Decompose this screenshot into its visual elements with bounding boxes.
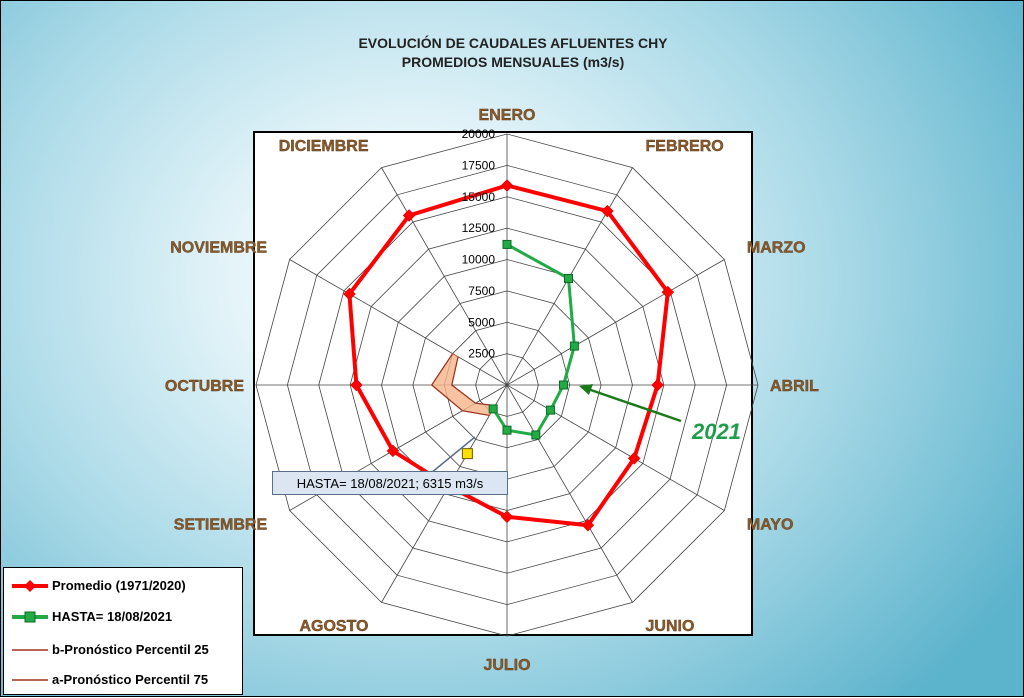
data-point-hasta	[488, 404, 498, 414]
data-point-promedio	[350, 378, 363, 392]
month-label: FEBRERO	[646, 138, 724, 155]
tick-label: 2500	[468, 347, 495, 361]
legend-swatch-promedio	[12, 580, 48, 592]
tick-label: 10000	[462, 253, 496, 267]
legend-label: Promedio (1971/2020)	[52, 578, 186, 593]
series-line-hasta	[491, 243, 576, 437]
arrow-2021	[584, 386, 682, 423]
grid-spoke	[289, 259, 508, 386]
grid-spoke	[381, 167, 508, 386]
month-label: ENERO	[479, 107, 536, 124]
month-label: SETIEMBRE	[174, 517, 268, 534]
chart-subtitle: PROMEDIOS MENSUALES (m3/s)	[401, 54, 625, 70]
legend: Promedio (1971/2020) HASTA= 18/08/2021 b…	[3, 567, 243, 695]
tick-label: 7500	[468, 284, 495, 298]
legend-item-hasta: HASTA= 18/08/2021	[4, 607, 242, 627]
tick-label: 17500	[462, 158, 496, 172]
month-label: DICIEMBRE	[279, 138, 369, 155]
forecast-band	[430, 352, 496, 417]
forecast-band-area	[431, 352, 496, 416]
legend-label: HASTA= 18/08/2021	[52, 609, 173, 624]
legend-swatch-hasta	[12, 611, 48, 623]
month-label: JUNIO	[646, 618, 695, 635]
legend-item-promedio: Promedio (1971/2020)	[4, 576, 242, 596]
legend-swatch-p25	[12, 649, 48, 651]
legend-label: a-Pronóstico Percentil 75	[52, 672, 209, 687]
data-point-hasta	[531, 430, 541, 440]
month-label: MARZO	[747, 240, 806, 257]
current-point-marker	[461, 448, 473, 460]
data-point-hasta	[558, 380, 568, 390]
series-layer	[343, 179, 675, 532]
month-label: AGOSTO	[299, 618, 368, 635]
tick-label: 20000	[462, 127, 496, 141]
data-point-promedio	[500, 179, 514, 192]
data-point-promedio	[661, 285, 675, 299]
radar-spokes	[256, 134, 758, 636]
data-point-hasta	[502, 239, 512, 249]
tick-label: 12500	[462, 221, 496, 235]
tick-label: 5000	[468, 315, 495, 329]
data-point-promedio	[651, 378, 664, 392]
data-point-promedio	[500, 510, 514, 524]
legend-item-p75: a-Pronóstico Percentil 75	[4, 670, 242, 690]
data-point-hasta	[569, 341, 579, 351]
data-point-promedio	[627, 452, 641, 465]
data-point-hasta	[563, 273, 573, 283]
month-labels: ENERO FEBRERO MARZO ABRIL MAYO JUNIO JULIO AGOS…	[165, 107, 820, 674]
tick-label: 15000	[462, 190, 496, 204]
grid-spoke	[506, 384, 633, 603]
chart-title: EVOLUCIÓN DE CAUDALES AFLUENTES CHY	[358, 35, 668, 51]
month-label: MAYO	[747, 517, 794, 534]
data-point-hasta	[502, 425, 512, 435]
tick-labels: 2500 5000 7500 10000 12500 15000 17500 20000	[462, 127, 496, 361]
callout-pointer	[430, 436, 476, 474]
data-point-hasta	[545, 405, 555, 415]
plot-area	[253, 131, 753, 636]
data-point-promedio	[386, 444, 400, 458]
series-line-percentile	[451, 356, 496, 407]
arrow-2021-head	[579, 384, 593, 395]
annotation-layer	[430, 384, 682, 474]
series-line-percentile	[430, 353, 490, 417]
legend-swatch-p75	[12, 679, 48, 681]
data-point-promedio	[343, 287, 356, 301]
data-point-promedio	[581, 518, 595, 532]
data-point-promedio	[402, 209, 416, 222]
current-value-callout: HASTA= 18/08/2021; 6315 m3/s	[272, 471, 508, 495]
month-label: OCTUBRE	[165, 378, 244, 395]
legend-item-p25: b-Pronóstico Percentil 25	[4, 640, 242, 660]
grid-spoke	[506, 259, 725, 386]
data-point-promedio	[601, 204, 614, 218]
month-label: NOVIEMBRE	[170, 240, 267, 257]
month-label: JULIO	[483, 657, 530, 674]
legend-label: b-Pronóstico Percentil 25	[52, 642, 209, 657]
year-annotation: 2021	[692, 419, 741, 444]
month-label: ABRIL	[770, 378, 819, 395]
grid-spoke	[506, 384, 725, 511]
